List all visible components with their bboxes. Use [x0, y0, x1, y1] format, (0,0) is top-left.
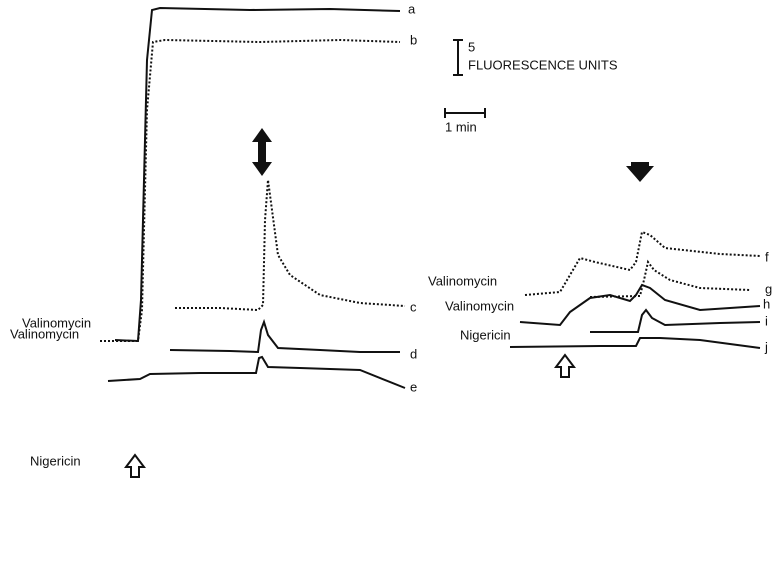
trace-c	[175, 179, 406, 312]
trace-label: b	[410, 32, 417, 47]
open-arrow	[554, 353, 576, 378]
fluorescence-scale-bar	[453, 39, 463, 76]
trace-d	[169, 318, 400, 354]
double-arrow	[252, 128, 272, 176]
arrow	[626, 162, 654, 182]
scale-value: 5	[468, 39, 475, 54]
trace-g	[589, 259, 751, 298]
open-arrow	[124, 453, 146, 478]
time-scale-bar	[444, 108, 486, 118]
trace-label: e	[410, 379, 417, 394]
trace-label: j	[764, 339, 768, 354]
annotation: Valinomycin	[22, 315, 91, 330]
trace-i	[590, 308, 761, 333]
annotation: Valinomycin	[445, 298, 514, 313]
trace-j	[509, 337, 761, 349]
annotation: Valinomycin	[10, 326, 79, 341]
annotation: Valinomycin	[428, 273, 497, 288]
trace-e	[107, 355, 406, 389]
annotation: Nigericin	[30, 453, 81, 468]
trace-label: a	[408, 1, 416, 16]
trace-label: h	[763, 296, 770, 311]
time-scale: 1 min	[445, 119, 477, 134]
trace-h	[519, 283, 761, 327]
trace-f	[524, 230, 761, 296]
trace-label: d	[410, 346, 417, 361]
trace-label: g	[765, 281, 772, 296]
trace-a	[114, 6, 401, 343]
trace-label: f	[765, 249, 769, 264]
annotation: Nigericin	[460, 327, 511, 342]
trace-b	[100, 38, 401, 342]
trace-label: i	[765, 313, 768, 328]
scale-unit: FLUORESCENCE UNITS	[468, 57, 618, 72]
trace-label: c	[410, 299, 417, 314]
